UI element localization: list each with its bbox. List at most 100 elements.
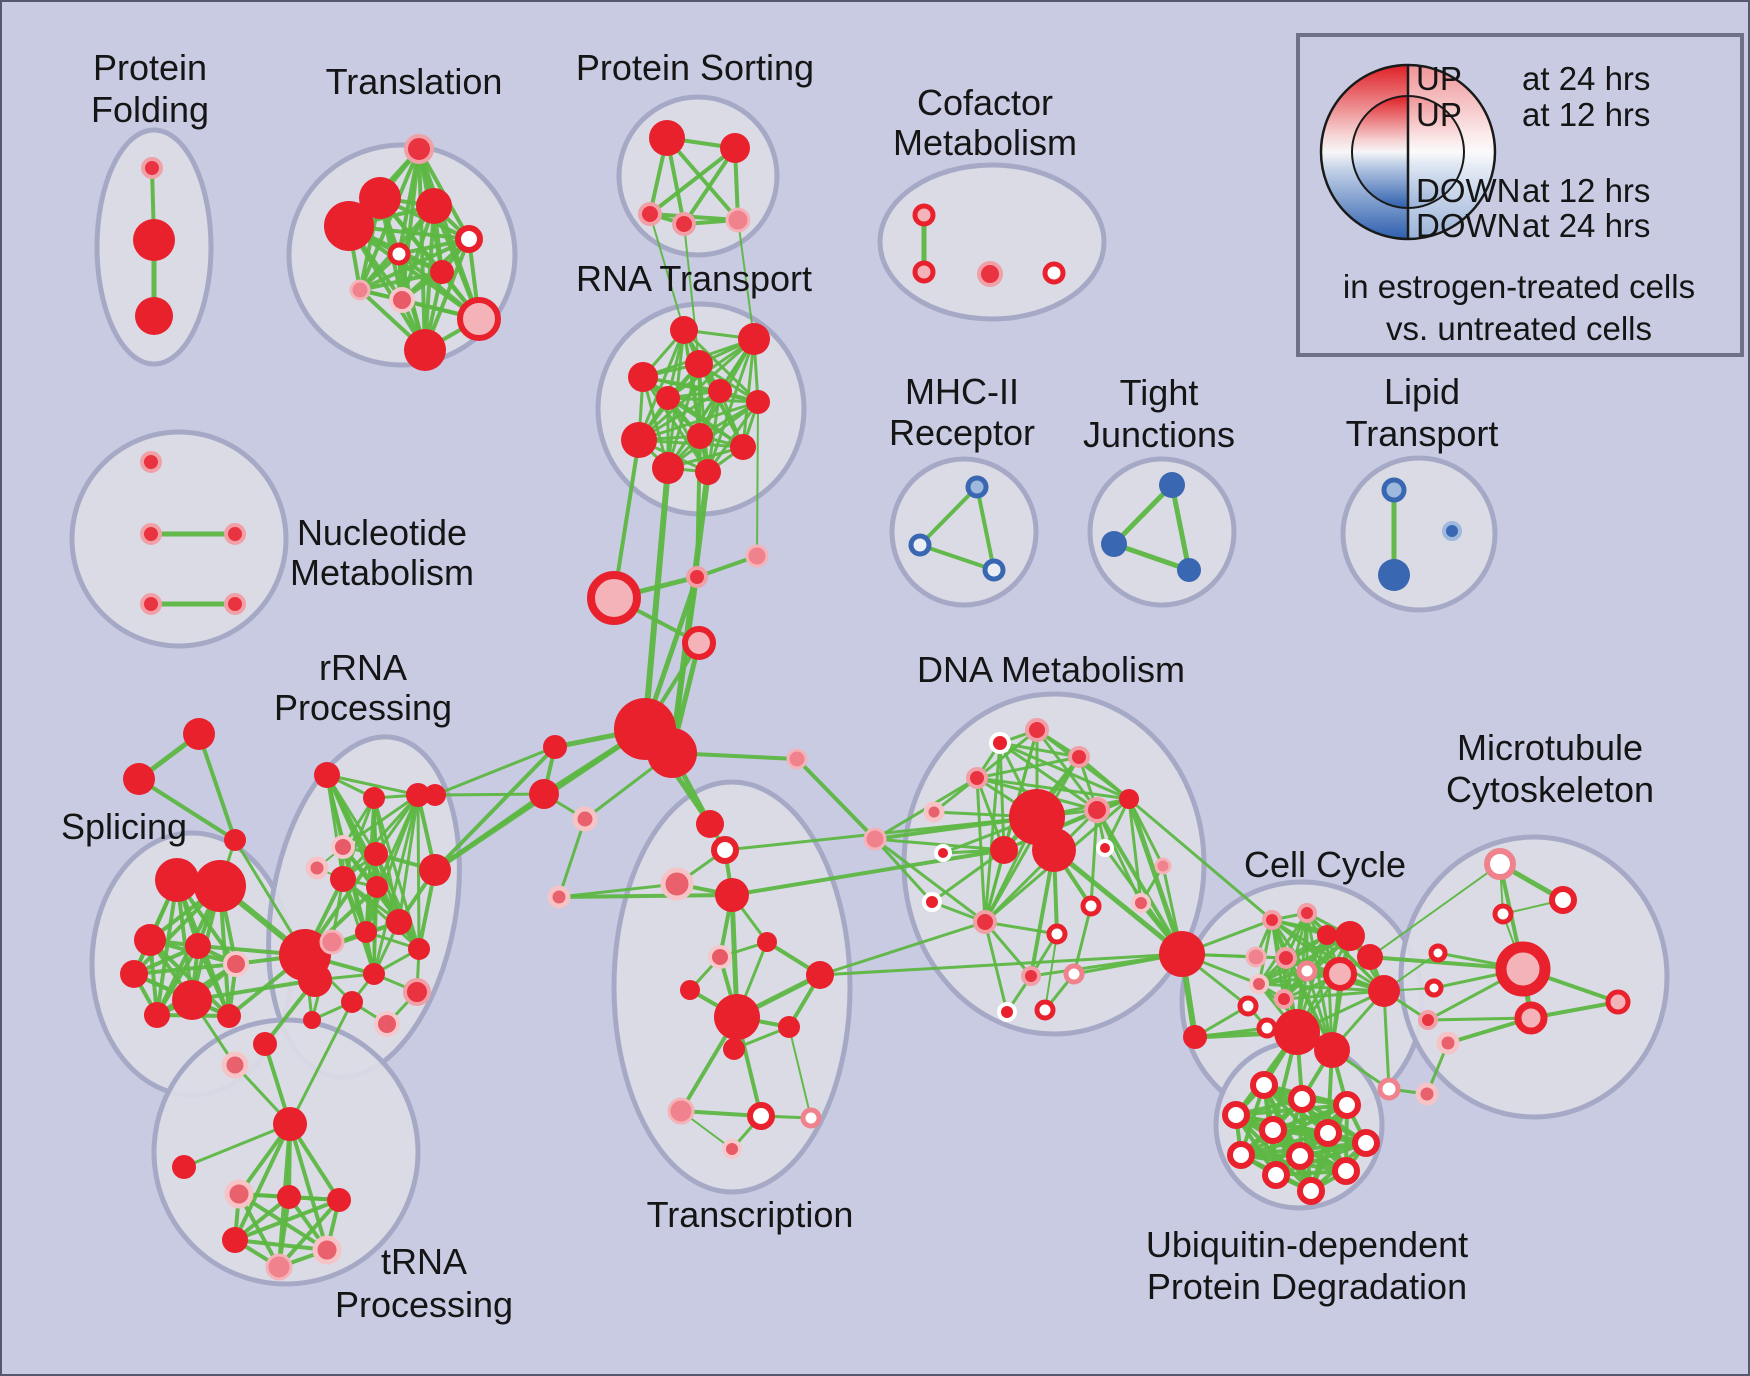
node-cc16 bbox=[1368, 975, 1400, 1007]
edge-ps1-ps2 bbox=[648, 146, 737, 216]
cluster-label-protein-folding-line1: Protein bbox=[93, 47, 207, 88]
node-rr12 bbox=[408, 938, 430, 960]
node-tx10 bbox=[723, 1038, 745, 1060]
node-rr16 bbox=[374, 1011, 400, 1037]
node-ub6 bbox=[1227, 1141, 1255, 1169]
edge-dm20-dm13 bbox=[983, 920, 1009, 1014]
edge-tj0-tj1 bbox=[1111, 482, 1175, 547]
edge-rt0-rt7 bbox=[637, 328, 686, 442]
edge-rr2-rr12 bbox=[416, 793, 421, 951]
node-br3 bbox=[1415, 1082, 1439, 1106]
node-cchub bbox=[1159, 931, 1205, 977]
cluster-label-mhc-ii-receptor-line1: MHC-II bbox=[905, 371, 1019, 412]
edge-dm2-dm3 bbox=[975, 755, 1081, 780]
node-ub5 bbox=[1314, 1119, 1342, 1147]
node-ub0 bbox=[1250, 1071, 1278, 1099]
node-dm5 bbox=[1119, 789, 1139, 809]
node-lt1 bbox=[1378, 559, 1410, 591]
node-tx9 bbox=[778, 1016, 800, 1038]
node-mt6 bbox=[1514, 1001, 1548, 1035]
node-rt1 bbox=[738, 323, 770, 355]
node-t2 bbox=[324, 201, 374, 251]
node-rr6 bbox=[330, 866, 356, 892]
node-tj2 bbox=[1177, 558, 1201, 582]
node-hub2 bbox=[647, 728, 697, 778]
node-cc2 bbox=[1183, 1025, 1207, 1049]
node-c2 bbox=[587, 571, 641, 625]
edge-br0-mt6 bbox=[1426, 1016, 1533, 1022]
edge-ps0-ps4 bbox=[665, 136, 740, 222]
node-t10 bbox=[404, 329, 446, 371]
edge-trh-trl bbox=[182, 1122, 292, 1169]
node-ub2 bbox=[1222, 1101, 1250, 1129]
edge-trh-tb4 bbox=[288, 1122, 329, 1252]
edge-dm0-dm6 bbox=[998, 741, 1099, 812]
edge-dm16-dm5 bbox=[1127, 797, 1143, 905]
node-br0 bbox=[1418, 1010, 1438, 1030]
edge-mt0-cc7 bbox=[1369, 863, 1501, 958]
node-mid bbox=[253, 1032, 277, 1056]
cluster-label-trna-processing-line1: tRNA bbox=[381, 1241, 467, 1282]
edge-c8-dmL bbox=[795, 757, 877, 841]
node-cc6 bbox=[1335, 921, 1365, 951]
legend-note-line1: in estrogen-treated cells bbox=[1343, 268, 1695, 305]
edge-tx3-dm8 bbox=[730, 848, 1006, 897]
node-rr4 bbox=[305, 856, 329, 880]
node-dm9 bbox=[934, 844, 952, 862]
legend-down12-time: at 12 hrs bbox=[1522, 172, 1650, 209]
cluster-label-cofactor-metabolism-line1: Cofactor bbox=[917, 82, 1053, 123]
node-tx6 bbox=[806, 961, 834, 989]
node-cc12 bbox=[1237, 995, 1259, 1017]
node-ub10 bbox=[1332, 1157, 1360, 1185]
node-tb3 bbox=[222, 1227, 248, 1253]
edge-ps4-rt1 bbox=[737, 219, 755, 340]
node-sp7 bbox=[172, 980, 212, 1020]
legend-down24-label: DOWN bbox=[1416, 207, 1520, 244]
legend-up12-label: UP bbox=[1416, 96, 1462, 133]
node-tx4 bbox=[757, 932, 777, 952]
edge-ps3-rt2 bbox=[683, 223, 700, 365]
node-cc7 bbox=[1357, 944, 1383, 970]
edge-mh1-mh2 bbox=[918, 543, 996, 572]
node-cc8 bbox=[1296, 960, 1318, 982]
edge-c5-rr8 bbox=[433, 792, 546, 872]
edge-dmL-dm12 bbox=[873, 837, 934, 904]
edge-t6-t7 bbox=[358, 270, 444, 292]
cluster-label-translation: Translation bbox=[326, 61, 503, 102]
node-t1 bbox=[359, 177, 401, 219]
node-ub8 bbox=[1352, 1129, 1380, 1157]
edge-tb2-tb3 bbox=[233, 1198, 341, 1242]
node-pf2 bbox=[135, 297, 173, 335]
node-st2 bbox=[224, 829, 246, 851]
node-sp2 bbox=[134, 924, 166, 956]
cluster-label-protein-sorting: Protein Sorting bbox=[576, 47, 814, 88]
node-tj0 bbox=[1159, 472, 1185, 498]
node-cm2 bbox=[977, 261, 1003, 287]
node-mt7 bbox=[1605, 989, 1631, 1015]
node-t7 bbox=[349, 279, 371, 301]
edge-tj1-tj2 bbox=[1111, 541, 1192, 573]
node-lt0 bbox=[1381, 477, 1407, 503]
node-dm14 bbox=[1080, 895, 1102, 917]
node-dm13 bbox=[973, 910, 997, 934]
edge-ps2-rt0 bbox=[649, 213, 685, 331]
edge-sp0-sp6 bbox=[155, 878, 179, 1017]
edge-txl-c6 bbox=[557, 817, 587, 899]
cluster-label-protein-folding-line2: Folding bbox=[91, 89, 209, 130]
edge-dmL-dm13 bbox=[873, 837, 987, 924]
node-tx11 bbox=[667, 1097, 695, 1125]
cluster-bubble-nucleotide-metabolism bbox=[69, 429, 289, 649]
node-dm7b bbox=[1032, 828, 1076, 872]
edge-ub5-ub6 bbox=[1239, 1131, 1330, 1157]
cluster-label-trna-processing-line2: Processing bbox=[335, 1284, 513, 1325]
node-cc0 bbox=[1262, 910, 1282, 930]
node-dm10 bbox=[1096, 839, 1114, 857]
node-rr1 bbox=[363, 787, 385, 809]
node-t9 bbox=[457, 297, 501, 341]
node-c4 bbox=[543, 735, 567, 759]
edge-dm19-dm14 bbox=[1072, 904, 1093, 976]
node-c7 bbox=[424, 784, 446, 806]
edge-dm0-dm2 bbox=[998, 741, 1081, 759]
edge-tx6-dm13 bbox=[818, 920, 987, 977]
